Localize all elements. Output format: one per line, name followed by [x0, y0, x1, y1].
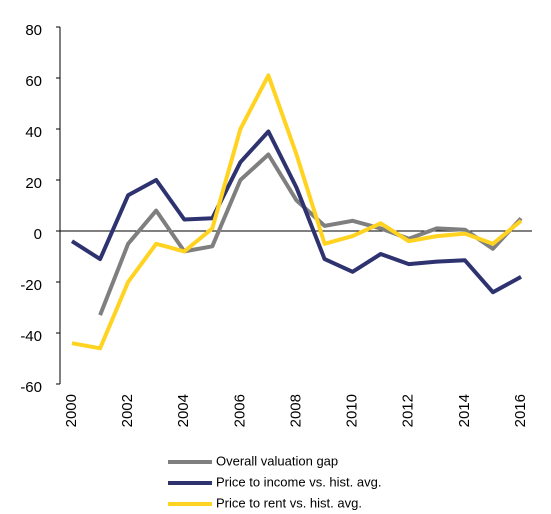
y-tick-label: 0: [34, 226, 42, 243]
x-tick-label: 2016: [512, 394, 529, 427]
legend-label: Overall valuation gap: [216, 453, 338, 468]
y-tick-label: 40: [25, 124, 42, 141]
y-tick-label: 60: [25, 73, 42, 90]
x-tick-label: 2008: [287, 394, 304, 427]
series-line: [70, 129, 522, 295]
y-tick-label: -40: [20, 328, 42, 345]
x-tick-label: 2000: [63, 394, 80, 427]
x-tick-label: 2004: [175, 394, 192, 427]
series-line: [71, 73, 523, 351]
series-line: [98, 152, 523, 316]
x-tick-label: 2012: [400, 394, 417, 427]
legend-label: Price to rent vs. hist. avg.: [216, 495, 362, 510]
y-tick-label: 20: [25, 175, 42, 192]
x-tick-label: 2014: [456, 394, 473, 427]
y-tick-label: -20: [20, 277, 42, 294]
y-tick-label: 80: [25, 22, 42, 39]
y-tick-label: -60: [20, 379, 42, 396]
x-tick-label: 2006: [231, 394, 248, 427]
x-tick-label: 2002: [119, 394, 136, 427]
x-tick-label: 2010: [344, 394, 361, 427]
legend-label: Price to income vs. hist. avg.: [216, 474, 381, 489]
